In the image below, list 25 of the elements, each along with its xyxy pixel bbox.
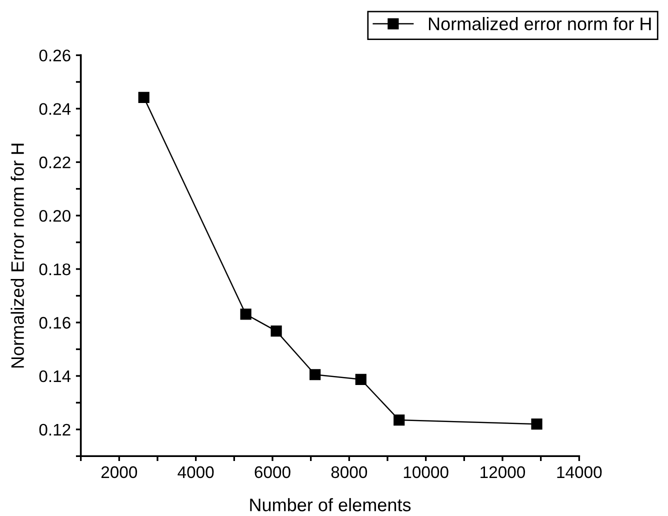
y-tick-label: 0.12 (39, 424, 70, 436)
legend-label: Normalized error norm for H (428, 17, 651, 30)
y-tick-label: 0.14 (39, 370, 71, 382)
x-tick-label: 8000 (331, 466, 368, 478)
x-tick-label: 2000 (101, 466, 138, 478)
point (531, 418, 542, 430)
y-tick-label: 0.18 (39, 263, 70, 276)
x-tick-label: 10000 (404, 466, 448, 478)
y-tick-label: 0.22 (39, 156, 70, 168)
x-tick-label: 12000 (480, 466, 526, 478)
x-axis-title: Number of elements (250, 498, 411, 512)
y-tick-label: 0.24 (39, 103, 71, 115)
y-axis-title: Normalized Error norm for H (10, 144, 24, 368)
y-tick-label: 0.26 (39, 50, 70, 62)
x-tick-label: 14000 (557, 466, 602, 478)
point (240, 308, 252, 320)
y-tick-label: 0.16 (39, 316, 70, 329)
point (138, 92, 150, 103)
x-tick-label: 4000 (178, 466, 214, 478)
point (394, 414, 405, 426)
x-tick-label: 6000 (254, 466, 290, 478)
y-tick-label: 0.20 (39, 210, 70, 222)
point (310, 369, 321, 380)
point (270, 325, 282, 337)
point (355, 374, 366, 385)
